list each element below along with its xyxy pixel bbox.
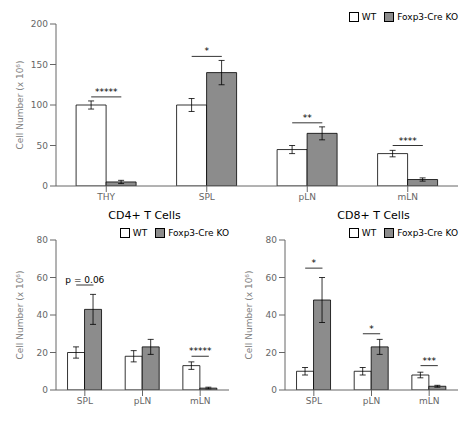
- svg-text:SPL: SPL: [306, 396, 322, 406]
- svg-text:p = 0.06: p = 0.06: [65, 275, 104, 285]
- svg-text:*****: *****: [95, 87, 118, 97]
- svg-text:SPL: SPL: [77, 396, 93, 406]
- svg-text:40: 40: [37, 310, 49, 320]
- svg-text:0: 0: [42, 181, 48, 191]
- svg-text:100: 100: [31, 100, 48, 110]
- svg-text:***: ***: [422, 356, 436, 366]
- svg-text:80: 80: [37, 235, 49, 245]
- svg-text:****: ****: [399, 136, 418, 146]
- html-text:WT: WT: [361, 228, 377, 238]
- svg-text:*: *: [369, 324, 374, 334]
- svg-text:*: *: [312, 258, 317, 268]
- svg-text:Cell Number (x 10⁶): Cell Number (x 10⁶): [244, 271, 254, 360]
- svg-text:*****: *****: [189, 346, 212, 356]
- svg-text:pLN: pLN: [134, 396, 151, 406]
- svg-text:0: 0: [271, 385, 277, 395]
- html-text:CD4+ T Cells: CD4+ T Cells: [108, 209, 181, 222]
- svg-text:mLN: mLN: [419, 396, 440, 406]
- svg-text:THY: THY: [96, 192, 115, 202]
- svg-text:mLN: mLN: [397, 192, 418, 202]
- svg-text:40: 40: [266, 310, 278, 320]
- html-text:Foxp3-Cre KO: Foxp3-Cre KO: [397, 12, 458, 22]
- svg-text:20: 20: [37, 348, 49, 358]
- svg-text:pLN: pLN: [299, 192, 316, 202]
- svg-text:*: *: [205, 46, 210, 56]
- svg-text:20: 20: [266, 348, 278, 358]
- html-text:WT: WT: [361, 12, 377, 22]
- svg-text:mLN: mLN: [190, 396, 211, 406]
- svg-text:0: 0: [42, 385, 48, 395]
- svg-text:**: **: [303, 113, 313, 123]
- svg-text:150: 150: [31, 60, 48, 70]
- html-text:WT: WT: [132, 228, 148, 238]
- svg-text:200: 200: [31, 19, 48, 29]
- svg-text:60: 60: [266, 273, 278, 283]
- svg-text:80: 80: [266, 235, 278, 245]
- html-text:Foxp3-Cre KO: Foxp3-Cre KO: [397, 228, 458, 238]
- svg-text:50: 50: [37, 141, 49, 151]
- html-text:Foxp3-Cre KO: Foxp3-Cre KO: [168, 228, 229, 238]
- html-text:CD8+ T Cells: CD8+ T Cells: [337, 209, 410, 222]
- svg-text:60: 60: [37, 273, 49, 283]
- svg-text:pLN: pLN: [363, 396, 380, 406]
- svg-text:Cell Number (x 10⁶): Cell Number (x 10⁶): [15, 271, 25, 360]
- svg-text:SPL: SPL: [199, 192, 215, 202]
- svg-text:Cell Number (x 10⁶): Cell Number (x 10⁶): [15, 61, 25, 150]
